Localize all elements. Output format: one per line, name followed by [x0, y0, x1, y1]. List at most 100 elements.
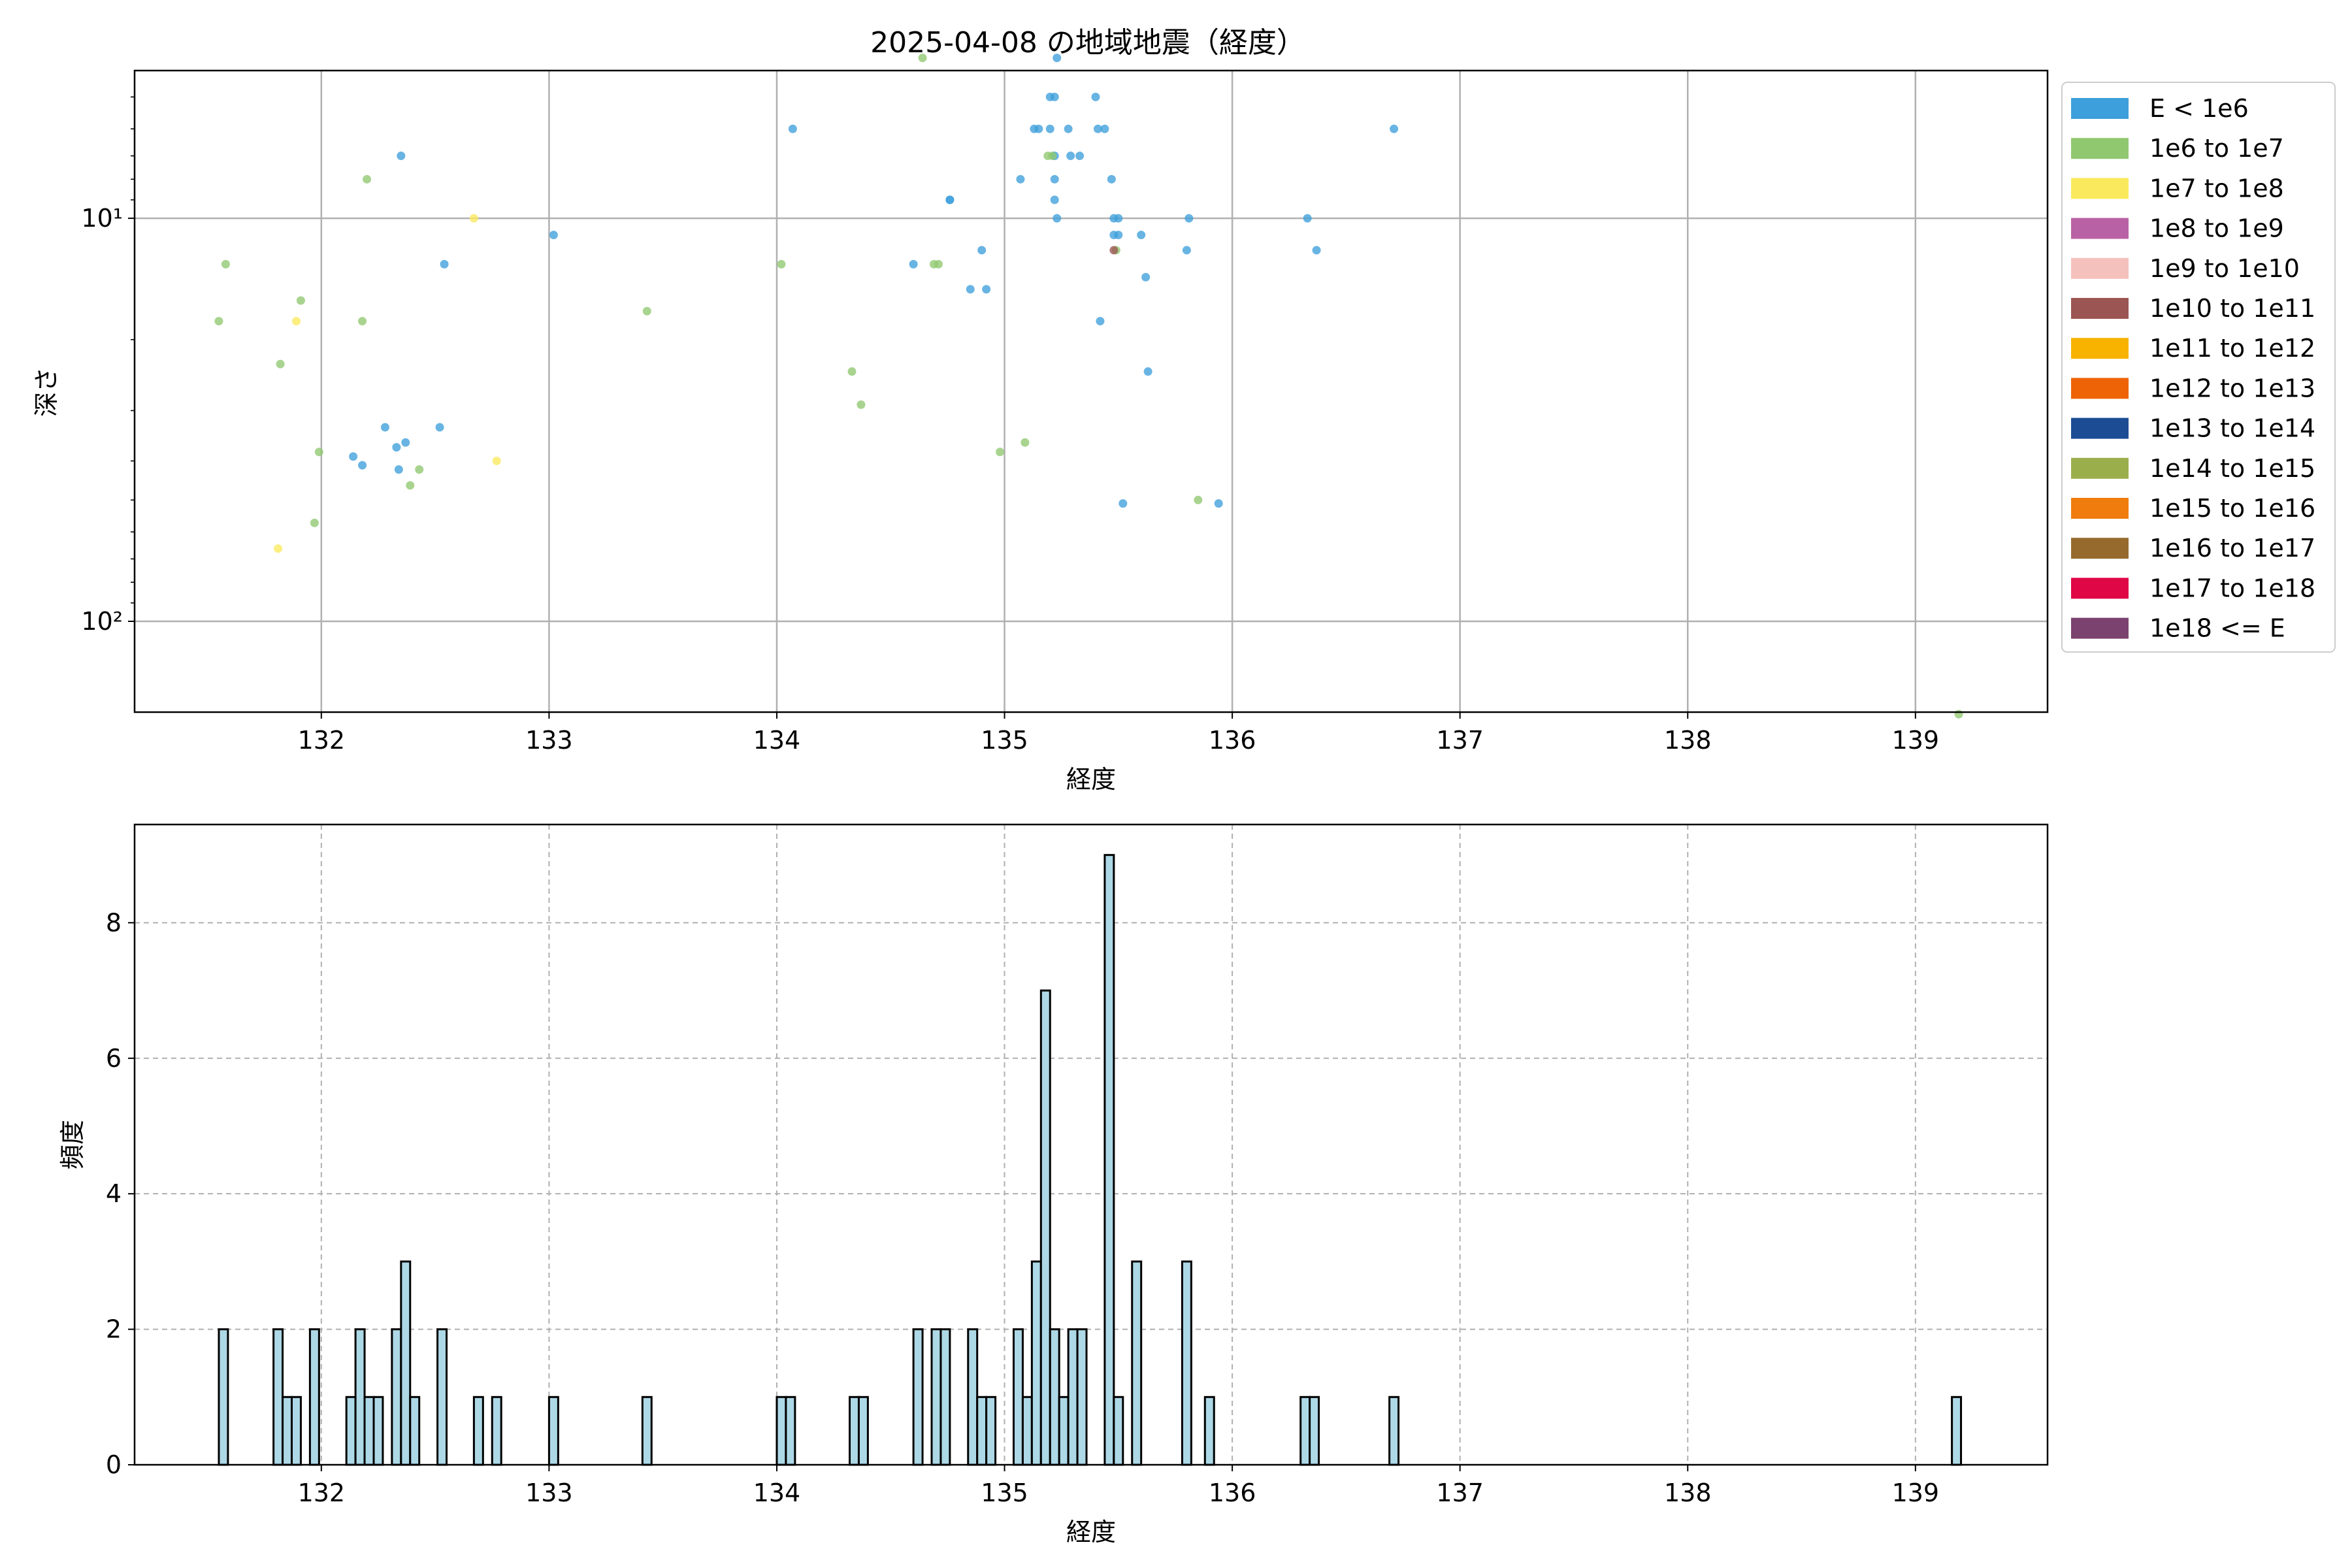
histogram-bar: [1039, 989, 1051, 1466]
scatter-point: [392, 443, 401, 452]
histogram-bar: [1103, 854, 1115, 1466]
scatter-point: [1066, 152, 1075, 161]
legend-swatch: [2071, 538, 2129, 559]
legend-swatch: [2071, 417, 2129, 439]
histogram-bar: [308, 1328, 320, 1466]
histogram-y-tick-label: 8: [106, 908, 122, 937]
histogram-bar: [976, 1396, 988, 1466]
scatter-point: [1016, 174, 1025, 184]
histogram-bar: [1309, 1396, 1320, 1466]
scatter-point: [349, 452, 358, 461]
scatter-x-tick-label: 138: [1664, 726, 1712, 755]
scatter-point: [945, 195, 955, 204]
histogram-bar: [436, 1328, 448, 1466]
histogram-bar: [1030, 1260, 1042, 1466]
legend-entry-label: 1e8 to 1e9: [2149, 214, 2284, 243]
scatter-point: [401, 438, 410, 447]
scatter-point: [1053, 214, 1062, 223]
histogram-bar: [409, 1396, 421, 1466]
legend-swatch: [2071, 218, 2129, 239]
legend-entry-label: 1e7 to 1e8: [2149, 174, 2284, 203]
histogram-y-tick-label: 4: [106, 1179, 122, 1208]
scatter-y-ticks: 10¹ 10²: [81, 96, 135, 636]
scatter-grid: [135, 71, 2048, 712]
scatter-panel: 2025-04-08 の地域地震（経度） 132 133 134 135 136 137 1…: [32, 26, 2336, 794]
histogram-bar: [1076, 1328, 1088, 1466]
scatter-point: [1954, 710, 1963, 719]
histogram-x-tick-label: 139: [1892, 1478, 1940, 1507]
scatter-point: [1143, 367, 1152, 376]
legend: E < 1e6 1e6 to 1e7 1e7 to 1e8 1e8 to 1e9 1e9…: [2061, 82, 2336, 653]
scatter-frame: [133, 69, 2049, 713]
scatter-point: [1075, 152, 1085, 161]
scatter-point: [221, 259, 230, 269]
histogram-x-tick-label: 137: [1436, 1478, 1484, 1507]
legend-swatch: [2071, 378, 2129, 399]
histogram-bar: [849, 1396, 860, 1466]
histogram-x-tick-label: 138: [1664, 1478, 1712, 1507]
legend-entry-label: 1e13 to 1e14: [2149, 414, 2315, 443]
histogram-x-tick-label: 132: [298, 1478, 346, 1507]
scatter-point: [1303, 214, 1312, 223]
scatter-y-tick-label: 10¹: [81, 204, 123, 233]
scatter-point: [1064, 124, 1073, 133]
scatter-point: [857, 400, 866, 409]
scatter-point: [996, 448, 1005, 457]
scatter-y-tick-label: 10²: [81, 607, 123, 636]
histogram-panel: 132 133 134 135 136 137 138 139 0 2 4 6 8 経度 頻度: [58, 823, 2049, 1546]
legend-entry-label: 1e12 to 1e13: [2149, 374, 2315, 402]
scatter-x-tick-label: 137: [1436, 726, 1484, 755]
histogram-bar: [1203, 1396, 1215, 1466]
histogram-bar: [354, 1328, 366, 1466]
histogram-bar: [1021, 1396, 1033, 1466]
scatter-point: [918, 54, 927, 63]
legend-entry-label: 1e6 to 1e7: [2149, 134, 2284, 163]
scatter-point: [1114, 231, 1123, 240]
histogram-bar: [641, 1396, 653, 1466]
histogram-bar: [272, 1328, 284, 1466]
histogram-y-ticks: 0 2 4 6 8: [106, 908, 135, 1479]
scatter-point: [1137, 231, 1146, 240]
scatter-title: 2025-04-08 の地域地震（経度）: [870, 26, 1305, 59]
histogram-bar: [1181, 1260, 1192, 1466]
scatter-point: [440, 259, 449, 269]
scatter-point: [1100, 124, 1109, 133]
histogram-bars: [218, 854, 1963, 1466]
legend-entry-label: 1e9 to 1e10: [2149, 254, 2300, 283]
histogram-x-tick-label: 133: [525, 1478, 573, 1507]
scatter-point: [1093, 124, 1102, 133]
histogram-bar: [1113, 1396, 1124, 1466]
histogram-bar: [345, 1396, 357, 1466]
scatter-point: [276, 359, 285, 368]
legend-swatch: [2071, 178, 2129, 199]
scatter-point: [291, 317, 301, 326]
scatter-point: [214, 317, 223, 326]
scatter-x-ticks: 132 133 134 135 136 137 138 139: [298, 712, 1939, 755]
scatter-point: [406, 481, 415, 490]
scatter-point: [1182, 246, 1191, 255]
histogram-bar: [776, 1396, 787, 1466]
histogram-bar: [985, 1396, 997, 1466]
scatter-point: [1107, 174, 1116, 184]
scatter-plot-area: [135, 71, 2048, 712]
scatter-point: [1034, 124, 1043, 133]
legend-entry-label: 1e15 to 1e16: [2149, 494, 2315, 523]
histogram-bar: [785, 1396, 796, 1466]
scatter-y-axis-label: 深さ: [32, 367, 61, 417]
scatter-point: [1050, 174, 1059, 184]
histogram-x-axis-label: 経度: [1066, 1518, 1116, 1546]
scatter-point: [394, 465, 403, 474]
scatter-point: [642, 306, 651, 316]
scatter-point: [1390, 124, 1399, 133]
histogram-bar: [1067, 1328, 1079, 1466]
histogram-y-tick-label: 0: [106, 1450, 122, 1479]
histogram-bar: [912, 1328, 924, 1466]
histogram-bar: [547, 1396, 559, 1466]
scatter-point: [397, 152, 406, 161]
scatter-point: [296, 296, 305, 305]
legend-swatch: [2071, 457, 2129, 479]
scatter-x-tick-label: 134: [753, 726, 801, 755]
histogram-bar: [967, 1328, 979, 1466]
histogram-bar: [400, 1260, 412, 1466]
